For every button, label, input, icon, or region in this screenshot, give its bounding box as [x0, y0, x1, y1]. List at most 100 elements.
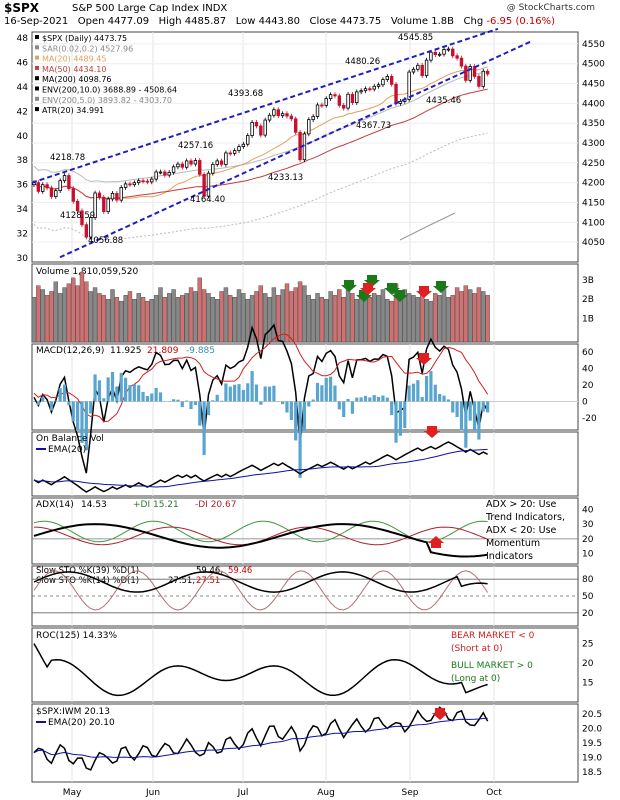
volume-bar	[345, 287, 351, 343]
macd-histogram-bar	[189, 401, 193, 410]
macd-histogram-bar	[267, 386, 272, 402]
ratio-ema-label: EMA(20) 20.10	[48, 718, 115, 728]
volume-bar	[306, 295, 311, 343]
macd-histogram-bar	[198, 401, 202, 426]
close-value: 4473.75	[339, 16, 382, 27]
volume-bar	[276, 295, 281, 343]
volume-bar	[140, 297, 146, 343]
volume-bar	[472, 293, 477, 343]
roc-tick: 25	[582, 640, 593, 650]
candle-body	[97, 192, 102, 198]
quote-date: 16-Sep-2021	[4, 16, 69, 27]
macd-histogram-bar	[307, 401, 311, 407]
candle-body	[385, 76, 390, 80]
roc-line	[33, 643, 488, 697]
month-label-oct: Oct	[486, 788, 502, 798]
macd-signal-line	[33, 333, 489, 423]
macd-histogram-bar	[67, 401, 71, 406]
volume-bar	[372, 293, 377, 343]
volume-bar	[223, 287, 229, 343]
sto-tick: 50	[582, 592, 594, 602]
macd-histogram-bar	[420, 397, 424, 402]
candle-body	[254, 122, 259, 127]
macd-title: MACD(12,26,9)	[36, 346, 104, 356]
volume-bar	[105, 299, 111, 343]
volume-bar	[66, 283, 72, 343]
candle-body	[455, 55, 459, 59]
volume-bar	[153, 295, 159, 343]
month-label-sep: Sep	[402, 788, 419, 798]
macd-histogram-bar	[350, 401, 355, 414]
macd-histogram-bar	[180, 401, 184, 408]
volume-bar	[459, 291, 464, 343]
macd-histogram-bar	[71, 401, 75, 422]
index-name: S&P 500 Large Cap Index INDX	[72, 3, 227, 14]
volume-bar	[188, 287, 194, 343]
price-annotation: 4218.78	[50, 153, 85, 163]
plus-di-value: +DI 15.21	[133, 500, 179, 510]
candle-body	[211, 164, 215, 174]
month-label-aug: Aug	[317, 788, 335, 798]
candle-body	[424, 59, 429, 77]
candle-body	[41, 184, 45, 192]
macd-histogram-bar	[451, 401, 455, 413]
macd-histogram-bar	[302, 401, 307, 431]
volume-bar	[236, 289, 242, 343]
macd-histogram-bar	[215, 394, 219, 402]
candle-body	[110, 192, 115, 200]
candle-body	[289, 115, 294, 120]
ratio-arrow	[432, 708, 448, 720]
volume-bar	[389, 300, 394, 343]
candle-body	[429, 51, 433, 61]
volume-bar	[402, 289, 407, 343]
macd-tick: 20	[582, 381, 594, 391]
price-right-tick: 4050	[582, 238, 605, 248]
bullish-volume-arrow	[433, 281, 449, 293]
volume-bar	[149, 299, 154, 343]
candle-body	[437, 53, 442, 56]
macd-histogram-bar	[289, 401, 293, 421]
volume-bar	[376, 295, 381, 343]
candle-body	[328, 94, 333, 100]
month-label-jun: Jun	[145, 788, 160, 798]
volume-bar	[249, 295, 255, 343]
macd-histogram-bar	[263, 386, 267, 402]
volume-bar	[84, 281, 89, 343]
roc-title: ROC(125) 14.33%	[36, 631, 117, 641]
volume-bar	[232, 297, 237, 343]
price-left-tick: 30	[17, 254, 29, 264]
macd-arrow	[416, 353, 432, 365]
candle-body	[145, 180, 150, 183]
macd-histogram-bar	[355, 397, 359, 402]
macd-histogram-bar	[407, 385, 411, 402]
volume-bar	[36, 285, 41, 343]
adx-arrow	[428, 536, 444, 548]
candle-body	[459, 57, 464, 67]
macd-histogram-bar	[202, 401, 206, 456]
macd-histogram-bar	[464, 401, 468, 448]
volume-bar	[145, 300, 150, 343]
volume-bar	[385, 299, 390, 343]
price-legend-item: MA(200) 4098.76	[42, 75, 112, 84]
macd-histogram-bar	[477, 401, 481, 440]
volume-bar	[310, 299, 316, 343]
bullish-volume-arrow	[364, 275, 380, 287]
candle-body	[119, 187, 123, 201]
candle-body	[89, 217, 93, 238]
price-annotation: 4164.40	[190, 195, 225, 205]
price-right-tick: 4400	[582, 99, 605, 109]
volume-bar	[97, 293, 102, 343]
obv-ema-label: EMA(20)	[48, 445, 86, 455]
sto-14-value: 27.51,	[168, 576, 195, 586]
candle-body	[136, 180, 141, 184]
price-right-tick: 4450	[582, 80, 605, 90]
candle-body	[184, 160, 189, 168]
candle-body	[389, 76, 394, 85]
obv-ema-line	[33, 448, 488, 488]
volume-bar	[328, 291, 333, 343]
envelope-upper-line	[33, 71, 488, 183]
candle-body	[324, 98, 328, 106]
volume-bar	[219, 291, 224, 343]
candle-body	[132, 182, 137, 186]
